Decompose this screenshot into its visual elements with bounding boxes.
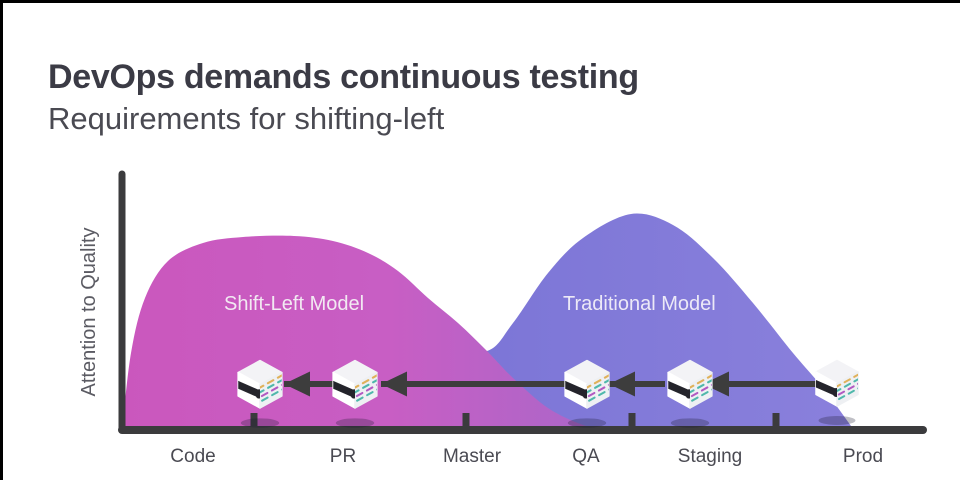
svg-text:Attention to Quality: Attention to Quality: [78, 228, 100, 397]
svg-text:Code: Code: [170, 446, 215, 467]
svg-text:Traditional Model: Traditional Model: [563, 293, 716, 315]
svg-text:Shift-Left Model: Shift-Left Model: [224, 293, 364, 315]
svg-text:Master: Master: [443, 446, 502, 467]
svg-text:PR: PR: [330, 446, 356, 467]
svg-text:Staging: Staging: [678, 446, 742, 467]
svg-text:Prod: Prod: [843, 446, 883, 467]
svg-text:QA: QA: [572, 446, 600, 467]
